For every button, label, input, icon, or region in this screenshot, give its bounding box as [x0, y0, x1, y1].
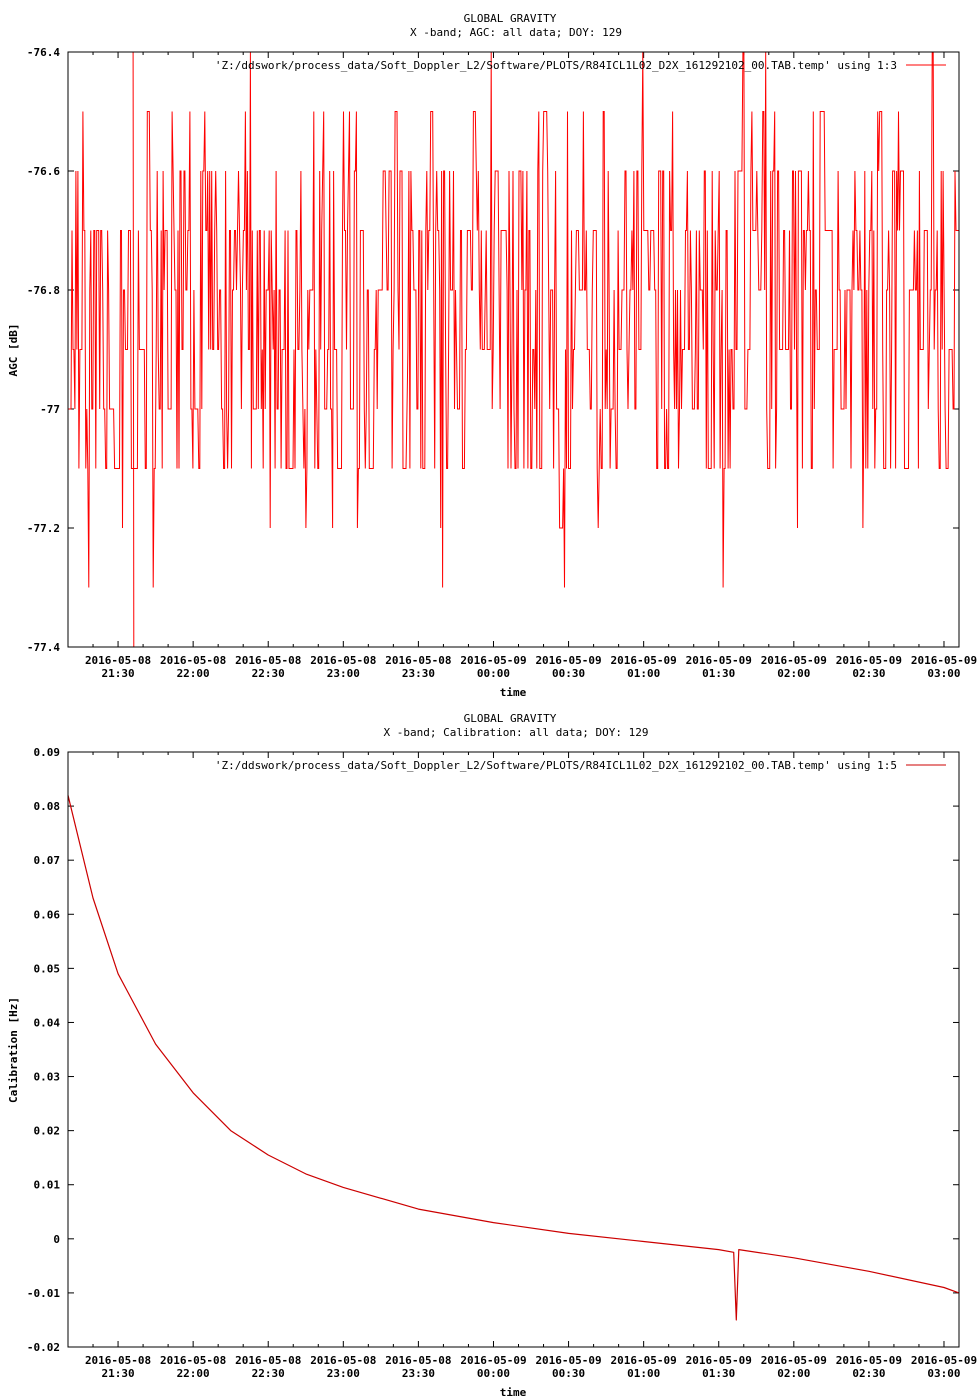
- x-tick-time: 22:30: [252, 667, 285, 680]
- x-tick-date: 2016-05-09: [836, 1354, 902, 1367]
- x-tick-time: 00:30: [552, 667, 585, 680]
- legend: 'Z:/ddswork/process_data/Soft_Doppler_L2…: [215, 759, 946, 772]
- x-tick-time: 01:30: [702, 667, 735, 680]
- x-tick-time: 22:30: [252, 1367, 285, 1380]
- x-tick-time: 01:00: [627, 1367, 660, 1380]
- y-tick-label: -0.01: [27, 1287, 60, 1300]
- y-tick-label: 0.02: [34, 1125, 61, 1138]
- chart-subtitle: X -band; Calibration: all data; DOY: 129: [384, 726, 649, 739]
- x-axis-label: time: [500, 1386, 527, 1399]
- y-tick-label: 0.09: [34, 746, 61, 759]
- x-tick-date: 2016-05-09: [611, 1354, 677, 1367]
- y-tick-label: -77.2: [27, 522, 60, 535]
- x-tick-time: 02:00: [777, 667, 810, 680]
- x-ticks: 2016-05-0821:302016-05-0822:002016-05-08…: [67, 752, 977, 1380]
- y-tick-label: 0.01: [34, 1179, 61, 1192]
- calibration-chart: GLOBAL GRAVITY X -band; Calibration: all…: [7, 712, 977, 1399]
- y-ticks: -76.4 -76.6 -76.8 -77 -77.2 -77.4: [27, 46, 959, 654]
- x-tick-time: 01:30: [702, 1367, 735, 1380]
- y-tick-label: 0.07: [34, 854, 61, 867]
- legend-label: 'Z:/ddswork/process_data/Soft_Doppler_L2…: [215, 59, 897, 72]
- plot-area: [67, 795, 960, 1321]
- x-tick-date: 2016-05-08: [310, 654, 376, 667]
- agc-chart: GLOBAL GRAVITY X -band; AGC: all data; D…: [7, 12, 977, 699]
- x-tick-date: 2016-05-08: [385, 654, 451, 667]
- y-tick-label: -77.4: [27, 641, 60, 654]
- x-tick-date: 2016-05-08: [160, 654, 226, 667]
- x-tick-time: 23:00: [327, 667, 360, 680]
- x-tick-date: 2016-05-08: [85, 654, 151, 667]
- x-tick-time: 23:30: [402, 667, 435, 680]
- x-tick-date: 2016-05-09: [911, 654, 977, 667]
- x-tick-time: 02:30: [852, 667, 885, 680]
- y-tick-label: 0: [53, 1233, 60, 1246]
- x-ticks: 2016-05-0821:302016-05-0822:002016-05-08…: [67, 52, 977, 680]
- y-tick-label: -76.4: [27, 46, 60, 59]
- x-tick-date: 2016-05-09: [460, 654, 526, 667]
- x-tick-date: 2016-05-09: [535, 1354, 601, 1367]
- y-tick-label: -76.8: [27, 284, 60, 297]
- x-tick-date: 2016-05-08: [160, 1354, 226, 1367]
- x-tick-time: 23:30: [402, 1367, 435, 1380]
- x-axis-label: time: [500, 686, 527, 699]
- x-tick-time: 22:00: [177, 667, 210, 680]
- plot-area: [68, 51, 959, 648]
- plot-frame: [67, 51, 960, 648]
- x-tick-date: 2016-05-09: [535, 654, 601, 667]
- x-tick-time: 21:30: [101, 667, 134, 680]
- legend-label: 'Z:/ddswork/process_data/Soft_Doppler_L2…: [215, 759, 897, 772]
- x-tick-time: 22:00: [177, 1367, 210, 1380]
- y-axis-label: AGC [dB]: [7, 324, 20, 377]
- y-tick-label: -76.6: [27, 165, 60, 178]
- y-axis-label: Calibration [Hz]: [7, 997, 20, 1103]
- x-tick-time: 23:00: [327, 1367, 360, 1380]
- x-tick-time: 03:00: [927, 1367, 960, 1380]
- x-tick-date: 2016-05-08: [235, 1354, 301, 1367]
- y-tick-label: 0.03: [34, 1071, 61, 1084]
- x-tick-date: 2016-05-09: [911, 1354, 977, 1367]
- x-tick-date: 2016-05-09: [686, 654, 752, 667]
- y-tick-label: 0.05: [34, 962, 61, 975]
- x-tick-date: 2016-05-09: [611, 654, 677, 667]
- x-tick-date: 2016-05-09: [761, 1354, 827, 1367]
- x-tick-date: 2016-05-08: [385, 1354, 451, 1367]
- chart-title: GLOBAL GRAVITY: [464, 712, 557, 725]
- x-tick-time: 02:00: [777, 1367, 810, 1380]
- x-tick-date: 2016-05-09: [686, 1354, 752, 1367]
- x-tick-date: 2016-05-09: [761, 654, 827, 667]
- agc-series-line: [68, 51, 959, 648]
- plot-frame: [67, 751, 960, 1348]
- x-tick-date: 2016-05-09: [460, 1354, 526, 1367]
- legend: 'Z:/ddswork/process_data/Soft_Doppler_L2…: [215, 59, 946, 72]
- x-tick-time: 00:30: [552, 1367, 585, 1380]
- x-tick-time: 21:30: [101, 1367, 134, 1380]
- x-tick-date: 2016-05-09: [836, 654, 902, 667]
- y-tick-label: 0.04: [34, 1016, 61, 1029]
- chart-title: GLOBAL GRAVITY: [464, 12, 557, 25]
- x-tick-date: 2016-05-08: [310, 1354, 376, 1367]
- y-tick-label: -77: [40, 403, 60, 416]
- x-tick-time: 00:00: [477, 1367, 510, 1380]
- x-tick-time: 03:00: [927, 667, 960, 680]
- chart-subtitle: X -band; AGC: all data; DOY: 129: [410, 26, 622, 39]
- x-tick-date: 2016-05-08: [235, 654, 301, 667]
- y-tick-label: -0.02: [27, 1341, 60, 1354]
- x-tick-time: 01:00: [627, 667, 660, 680]
- y-tick-label: 0.06: [34, 908, 61, 921]
- x-tick-time: 02:30: [852, 1367, 885, 1380]
- calibration-series-line: [67, 795, 960, 1321]
- x-tick-time: 00:00: [477, 667, 510, 680]
- x-tick-date: 2016-05-08: [85, 1354, 151, 1367]
- y-tick-label: 0.08: [34, 800, 61, 813]
